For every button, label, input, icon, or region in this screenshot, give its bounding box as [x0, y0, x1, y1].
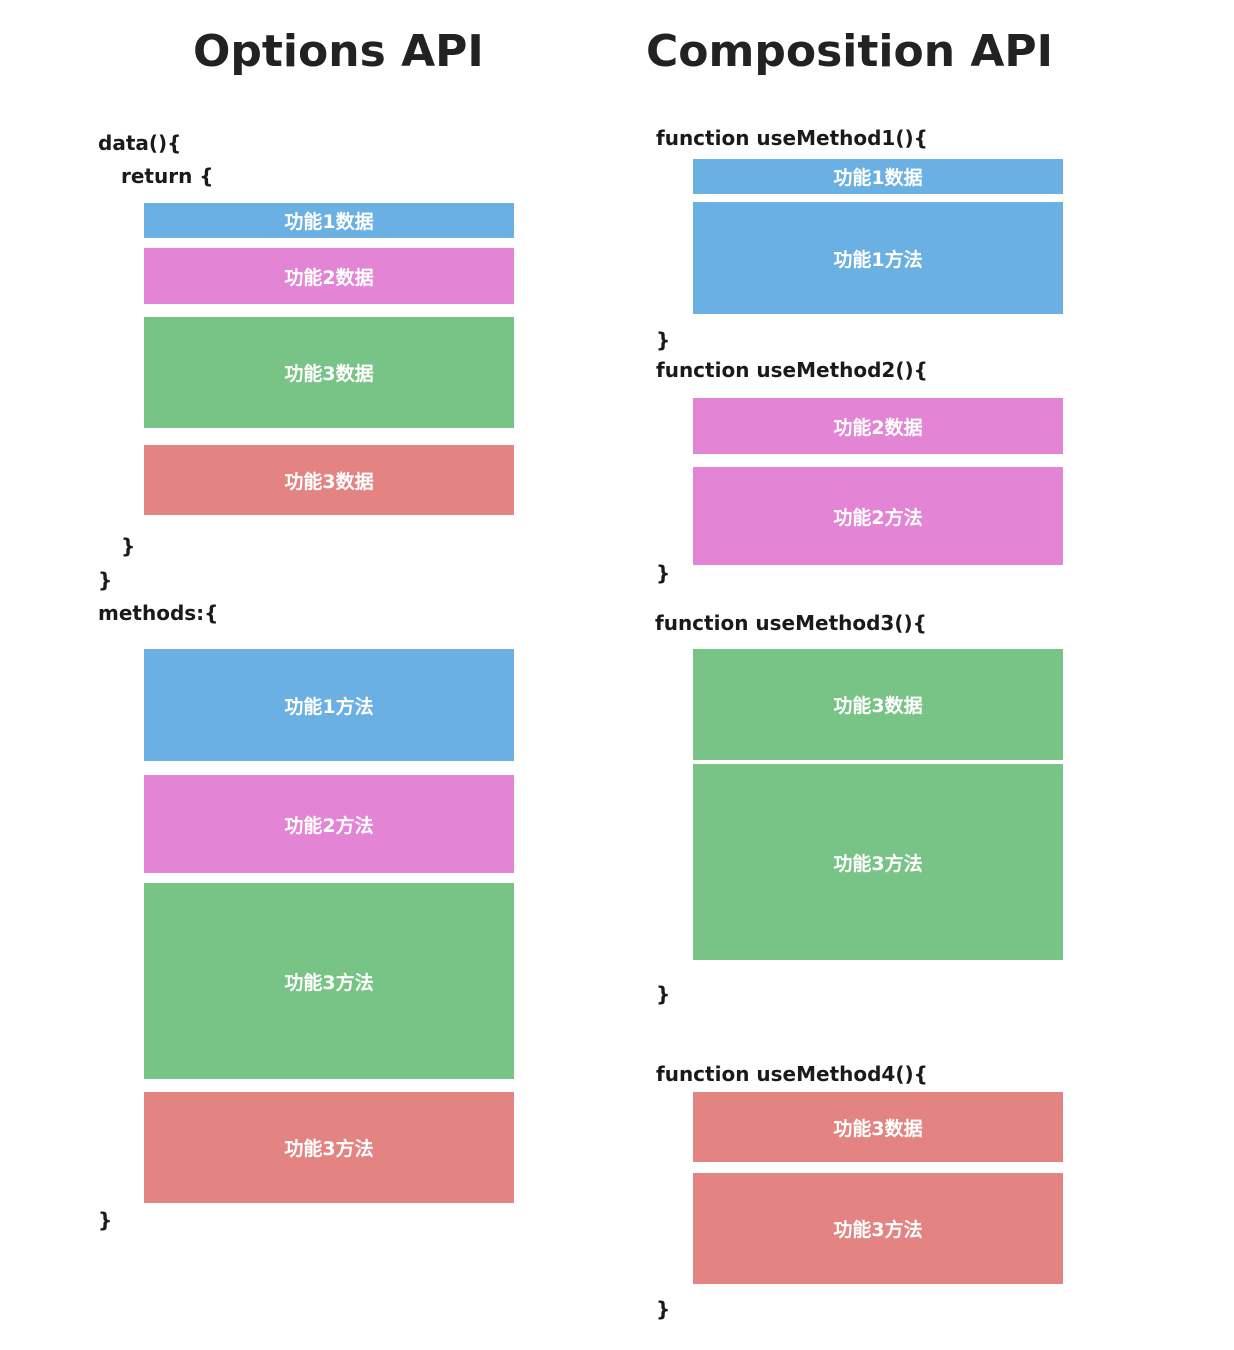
options-api-title: Options API	[193, 26, 484, 77]
use-method1-header: function useMethod1(){	[656, 126, 928, 150]
composition-feature1-data-block: 功能1数据	[693, 159, 1063, 194]
composition-feature3-method-block: 功能3方法	[693, 764, 1063, 960]
methods-close: }	[98, 1208, 113, 1232]
options-feature4-method-block: 功能3方法	[144, 1092, 514, 1203]
composition-feature2-data-block: 功能2数据	[693, 398, 1063, 454]
use-method4-close: }	[656, 1297, 671, 1321]
data-function-close: }	[98, 568, 113, 592]
options-feature2-method-block: 功能2方法	[144, 775, 514, 873]
return-open: return {	[121, 164, 214, 188]
composition-feature4-method-block: 功能3方法	[693, 1173, 1063, 1284]
use-method3-close: }	[656, 982, 671, 1006]
data-function-open: data(){	[98, 131, 182, 155]
options-feature3-data-block: 功能3数据	[144, 317, 514, 428]
options-feature4-data-block: 功能3数据	[144, 445, 514, 515]
options-feature1-data-block: 功能1数据	[144, 203, 514, 238]
use-method2-close: }	[656, 561, 671, 585]
composition-feature4-data-block: 功能3数据	[693, 1092, 1063, 1162]
options-feature3-method-block: 功能3方法	[144, 883, 514, 1079]
composition-api-title: Composition API	[646, 26, 1054, 77]
use-method2-header: function useMethod2(){	[656, 358, 928, 382]
use-method4-header: function useMethod4(){	[656, 1062, 928, 1086]
return-close: }	[121, 534, 136, 558]
composition-feature3-data-block: 功能3数据	[693, 649, 1063, 760]
use-method3-header: function useMethod3(){	[655, 611, 927, 635]
options-feature1-method-block: 功能1方法	[144, 649, 514, 761]
composition-feature2-method-block: 功能2方法	[693, 467, 1063, 565]
composition-feature1-method-block: 功能1方法	[693, 202, 1063, 314]
options-feature2-data-block: 功能2数据	[144, 248, 514, 304]
methods-open: methods:{	[98, 601, 219, 625]
use-method1-close: }	[656, 328, 671, 352]
